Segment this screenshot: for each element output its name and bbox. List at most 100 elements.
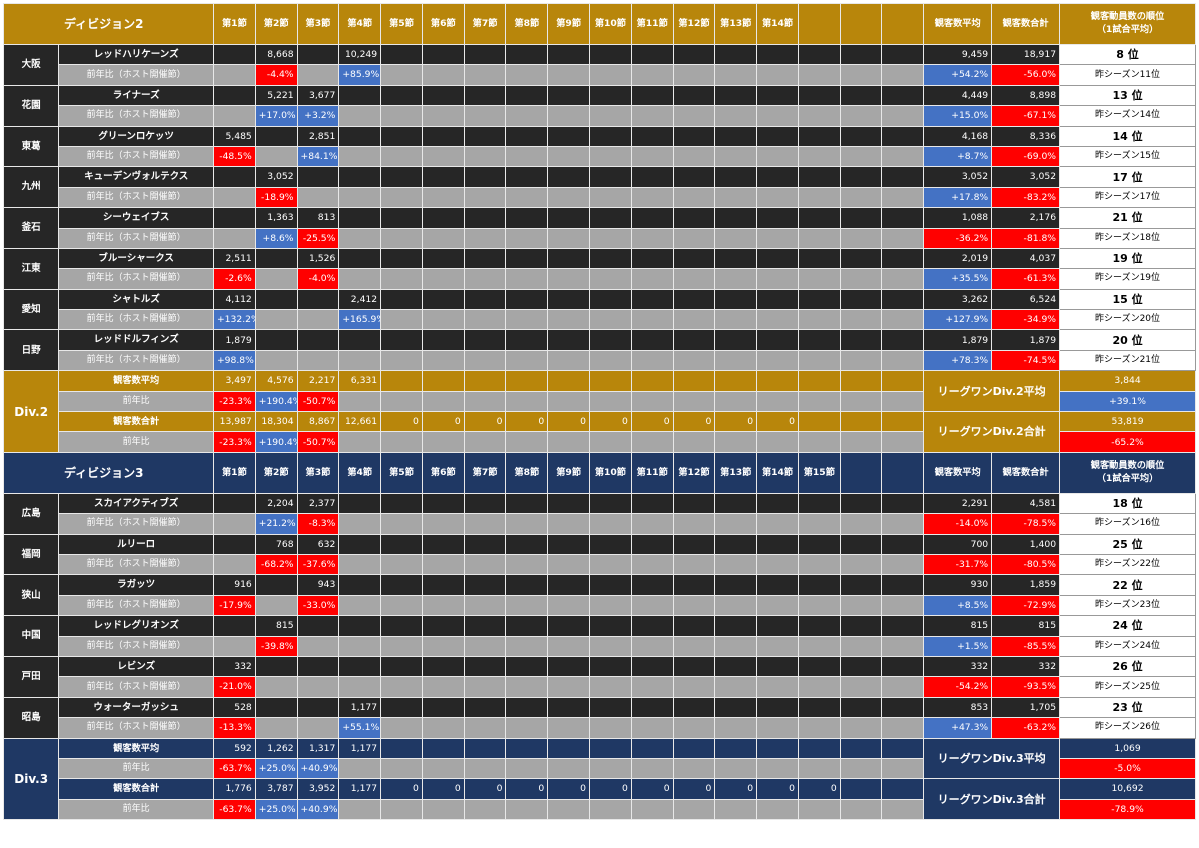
- table-body: ディビジョン2 第1節 第2節 第3節 第4節 第5節 第6節 第7節 第8節 第9節 第10節 第1…: [2, 3, 1196, 821]
- club-name: シャトルズ: [58, 288, 214, 311]
- attendance-cell: 815: [254, 615, 298, 637]
- yoy-cell: [797, 227, 841, 249]
- attendance-cell: [756, 329, 799, 351]
- club-name: ルリーロ: [58, 533, 214, 555]
- avg-yoy: +47.3%: [923, 717, 993, 739]
- summary-yoy: [881, 431, 925, 453]
- round-header: [839, 3, 883, 45]
- yoy-cell: [797, 268, 841, 290]
- yoy-label: 前年比（ホスト開催節）: [58, 717, 214, 739]
- summary-value: 0: [589, 778, 632, 800]
- attendance-cell: [463, 492, 507, 515]
- yoy-cell: [630, 349, 674, 372]
- avg-yoy: +8.5%: [923, 594, 993, 617]
- yoy-cell: [505, 268, 549, 290]
- summary-value: [881, 778, 925, 800]
- total-value: 3,052: [991, 166, 1061, 188]
- div3-label: Div.3: [2, 737, 60, 821]
- yoy-cell: [756, 145, 799, 168]
- summary-value: [463, 370, 507, 392]
- yoy-cell: [672, 227, 716, 249]
- yoy-cell: [296, 64, 340, 86]
- yoy-cell: [254, 594, 298, 617]
- summary-yoy: [463, 390, 507, 413]
- attendance-cell: [547, 43, 591, 66]
- round-header: 第6節: [421, 3, 465, 45]
- yoy-cell: [839, 594, 883, 617]
- yoy-label: 前年比（ホスト開催節）: [58, 268, 214, 290]
- prev-rank: 昨シーズン11位: [1059, 64, 1196, 86]
- summary-value: 12,661: [338, 411, 382, 433]
- summary-value: 18,304: [254, 411, 298, 433]
- summary-value: [589, 370, 632, 392]
- attendance-cell: [881, 696, 925, 719]
- summary-yoy: [463, 798, 507, 821]
- yoy-cell: [672, 676, 716, 698]
- yoy-cell: [421, 227, 465, 249]
- attendance-cell: [421, 125, 465, 147]
- summary-yoy: [421, 757, 465, 780]
- attendance-cell: [380, 247, 423, 270]
- attendance-cell: [630, 125, 674, 147]
- yoy-label: 前年比（ホスト開催節）: [58, 186, 214, 209]
- summary-yoy: [505, 390, 549, 413]
- attendance-cell: [338, 247, 382, 270]
- round-header: 第10節: [589, 451, 632, 494]
- round-header: 第7節: [463, 3, 507, 45]
- yoy-cell: [630, 513, 674, 535]
- yoy-cell: [881, 64, 925, 86]
- attendance-cell: [756, 492, 799, 515]
- yoy-cell: [547, 635, 591, 657]
- attendance-cell: [254, 655, 298, 678]
- yoy-cell: [463, 594, 507, 617]
- attendance-cell: [797, 207, 841, 229]
- yoy-row: 前年比（ホスト開催節） -39.8% +1.5% -85.5% 昨シーズン24位: [4, 635, 1196, 657]
- summary-value: [463, 737, 507, 759]
- attendance-cell: [589, 696, 632, 719]
- summary-yoy: [505, 431, 549, 453]
- yoy-cell: [338, 676, 382, 698]
- attendance-cell: 768: [254, 533, 298, 555]
- attendance-cell: [839, 329, 883, 351]
- yoy-cell: [463, 717, 507, 739]
- yoy-cell: [296, 186, 340, 209]
- attendance-cell: [380, 207, 423, 229]
- yoy-cell: [630, 64, 674, 86]
- yoy-cell: [505, 105, 549, 127]
- yoy-row: 前年比（ホスト開催節） +17.0% +3.2% +15.0% -67.1% 昨シーズン1…: [4, 105, 1196, 127]
- attendance-cell: [797, 696, 841, 719]
- summary-label: 前年比: [58, 798, 214, 821]
- attendance-cell: [296, 696, 340, 719]
- attendance-cell: [380, 43, 423, 66]
- league-avg-yoy: -5.0%: [1059, 757, 1196, 780]
- summary-value: [547, 737, 591, 759]
- yoy-cell: [881, 186, 925, 209]
- avg-yoy: +54.2%: [923, 64, 993, 86]
- yoy-cell: [756, 268, 799, 290]
- yoy-cell: [672, 309, 716, 331]
- attendance-cell: [421, 574, 465, 596]
- summary-yoy: [589, 757, 632, 780]
- attendance-cell: [505, 655, 549, 678]
- attendance-cell: [421, 329, 465, 351]
- yoy-cell: [714, 676, 758, 698]
- home-city: 昭島: [2, 696, 60, 739]
- attendance-cell: [797, 533, 841, 555]
- rank-value: 14 位: [1059, 125, 1196, 147]
- yoy-cell: +84.1%: [296, 145, 340, 168]
- yoy-cell: -4.0%: [296, 268, 340, 290]
- home-city: 九州: [2, 166, 60, 209]
- summary-yoy: +25.0%: [254, 757, 298, 780]
- yoy-cell: +165.9%: [338, 309, 382, 331]
- summary-value: [547, 370, 591, 392]
- yoy-cell: [839, 309, 883, 331]
- attendance-cell: [380, 615, 423, 637]
- yoy-cell: [212, 186, 256, 209]
- yoy-cell: [839, 553, 883, 576]
- attendance-cell: [630, 207, 674, 229]
- yoy-cell: [254, 676, 298, 698]
- yoy-cell: +132.2%: [212, 309, 256, 331]
- summary-value: 1,776: [212, 778, 256, 800]
- attendance-cell: [547, 492, 591, 515]
- attendance-cell: [505, 574, 549, 596]
